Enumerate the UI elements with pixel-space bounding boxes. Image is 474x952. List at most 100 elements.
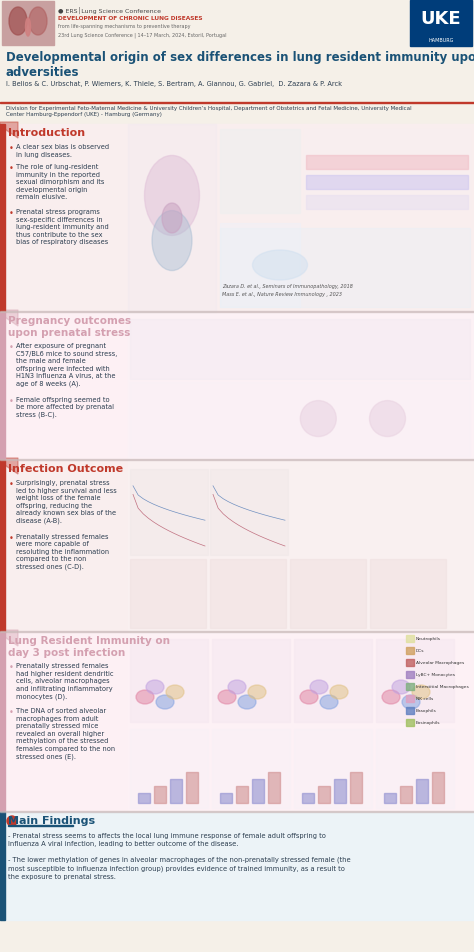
Ellipse shape — [29, 8, 47, 36]
Text: NK cells: NK cells — [416, 696, 433, 701]
Bar — [0, 125, 474, 312]
Bar — [130, 729, 208, 808]
Text: Alveolar Macrophages: Alveolar Macrophages — [416, 661, 464, 664]
Bar — [0, 312, 5, 461]
Text: •: • — [9, 663, 14, 671]
Bar — [416, 779, 428, 803]
Text: LyBC+ Monocytes: LyBC+ Monocytes — [416, 672, 455, 676]
Bar — [0, 103, 474, 104]
Bar — [334, 779, 346, 803]
Bar — [0, 312, 474, 461]
Text: Division for Experimental Feto-Maternal Medicine & University Children’s Hospita: Division for Experimental Feto-Maternal … — [6, 106, 411, 117]
Bar — [0, 0, 474, 48]
Bar — [252, 779, 264, 803]
Text: I. Belios & C. Urbschat, P. Wiemers, K. Thiele, S. Bertram, A. Giannou, G. Gabri: I. Belios & C. Urbschat, P. Wiemers, K. … — [6, 81, 342, 87]
Bar — [370, 560, 446, 628]
Bar — [306, 176, 468, 189]
Text: Mass E. et al., Nature Review Immunology , 2023: Mass E. et al., Nature Review Immunology… — [222, 291, 342, 297]
Bar — [220, 793, 232, 803]
Bar — [384, 793, 396, 803]
Text: - The lower methylation of genes in alveolar macrophages of the non-prenatally s: - The lower methylation of genes in alve… — [8, 856, 351, 879]
Text: Introduction: Introduction — [8, 128, 85, 138]
Text: •: • — [9, 145, 14, 153]
Text: Developmental origin of sex differences in lung resident immunity upon prenatal
: Developmental origin of sex differences … — [6, 51, 474, 79]
Text: •: • — [9, 343, 14, 352]
Circle shape — [7, 816, 17, 826]
Text: •: • — [9, 480, 14, 489]
Bar — [0, 812, 5, 920]
Text: Zazara D. et al., Seminars of Immunopathology, 2018: Zazara D. et al., Seminars of Immunopath… — [222, 284, 353, 288]
Bar — [0, 461, 5, 632]
Text: from life-spanning mechanisms to preventive therapy: from life-spanning mechanisms to prevent… — [58, 24, 191, 29]
Ellipse shape — [166, 685, 184, 700]
Bar — [128, 125, 216, 312]
Ellipse shape — [320, 695, 338, 709]
Ellipse shape — [152, 211, 192, 271]
Text: •: • — [9, 396, 14, 406]
Ellipse shape — [248, 685, 266, 700]
Bar — [130, 320, 470, 379]
Bar — [128, 312, 474, 461]
Ellipse shape — [253, 250, 308, 281]
Ellipse shape — [136, 690, 154, 704]
Bar — [306, 156, 468, 169]
Ellipse shape — [330, 685, 348, 700]
Text: A clear sex bias is observed
in lung diseases.: A clear sex bias is observed in lung dis… — [16, 145, 109, 158]
Bar — [350, 772, 362, 803]
Text: Basophils: Basophils — [416, 708, 437, 712]
Text: DEVELOPMENT OF CHRONIC LUNG DISEASES: DEVELOPMENT OF CHRONIC LUNG DISEASES — [58, 16, 202, 21]
Bar — [0, 811, 474, 812]
Bar — [406, 720, 414, 726]
Bar — [0, 460, 474, 461]
Bar — [406, 707, 414, 714]
Bar — [210, 560, 286, 628]
Bar — [406, 647, 414, 654]
Bar — [406, 671, 414, 678]
Bar — [0, 461, 474, 632]
Bar — [210, 469, 288, 555]
Text: Prenatally stressed females
were more capable of
resoluting the inflammation
com: Prenatally stressed females were more ca… — [16, 533, 109, 569]
Bar — [130, 640, 208, 723]
Bar — [154, 786, 166, 803]
Bar — [432, 772, 444, 803]
Polygon shape — [0, 123, 18, 139]
Bar — [0, 812, 474, 920]
Bar — [212, 729, 290, 808]
Bar — [302, 793, 314, 803]
Ellipse shape — [9, 8, 27, 36]
Bar — [400, 786, 412, 803]
Ellipse shape — [218, 690, 236, 704]
Bar — [128, 632, 474, 812]
Circle shape — [301, 401, 336, 437]
Bar — [376, 640, 454, 723]
Bar — [406, 635, 414, 643]
Ellipse shape — [146, 681, 164, 694]
Ellipse shape — [382, 690, 400, 704]
Text: Infection Outcome: Infection Outcome — [8, 464, 123, 473]
Bar — [128, 461, 474, 632]
Bar — [376, 729, 454, 808]
Ellipse shape — [162, 204, 182, 234]
Bar — [130, 560, 206, 628]
Text: ● ERS│Lung Science Conference: ● ERS│Lung Science Conference — [58, 7, 161, 14]
Bar — [0, 311, 474, 312]
Bar — [212, 640, 290, 723]
Text: Interstitial Macrophages: Interstitial Macrophages — [416, 684, 469, 688]
Text: Lung Resident Immunity on
day 3 post infection: Lung Resident Immunity on day 3 post inf… — [8, 635, 170, 657]
Polygon shape — [0, 459, 18, 474]
Bar — [406, 684, 414, 690]
Ellipse shape — [412, 685, 430, 700]
Bar — [130, 383, 470, 457]
Text: Female offspring seemed to
be more affected by prenatal
stress (B-C).: Female offspring seemed to be more affec… — [16, 396, 114, 418]
Bar — [0, 632, 5, 812]
Text: Eosinophils: Eosinophils — [416, 721, 440, 724]
Text: HAMBURG: HAMBURG — [428, 38, 454, 44]
Text: Surprisingly, prenatal stress
led to higher survival and less
weight loss of the: Surprisingly, prenatal stress led to hig… — [16, 480, 117, 524]
Text: •: • — [9, 707, 14, 717]
Bar — [318, 786, 330, 803]
Polygon shape — [0, 630, 18, 646]
Text: Neutrophils: Neutrophils — [416, 636, 441, 641]
Bar — [294, 729, 372, 808]
Text: Pregnancy outcomes
upon prenatal stress: Pregnancy outcomes upon prenatal stress — [8, 316, 131, 338]
Text: Main Findings: Main Findings — [8, 815, 95, 825]
